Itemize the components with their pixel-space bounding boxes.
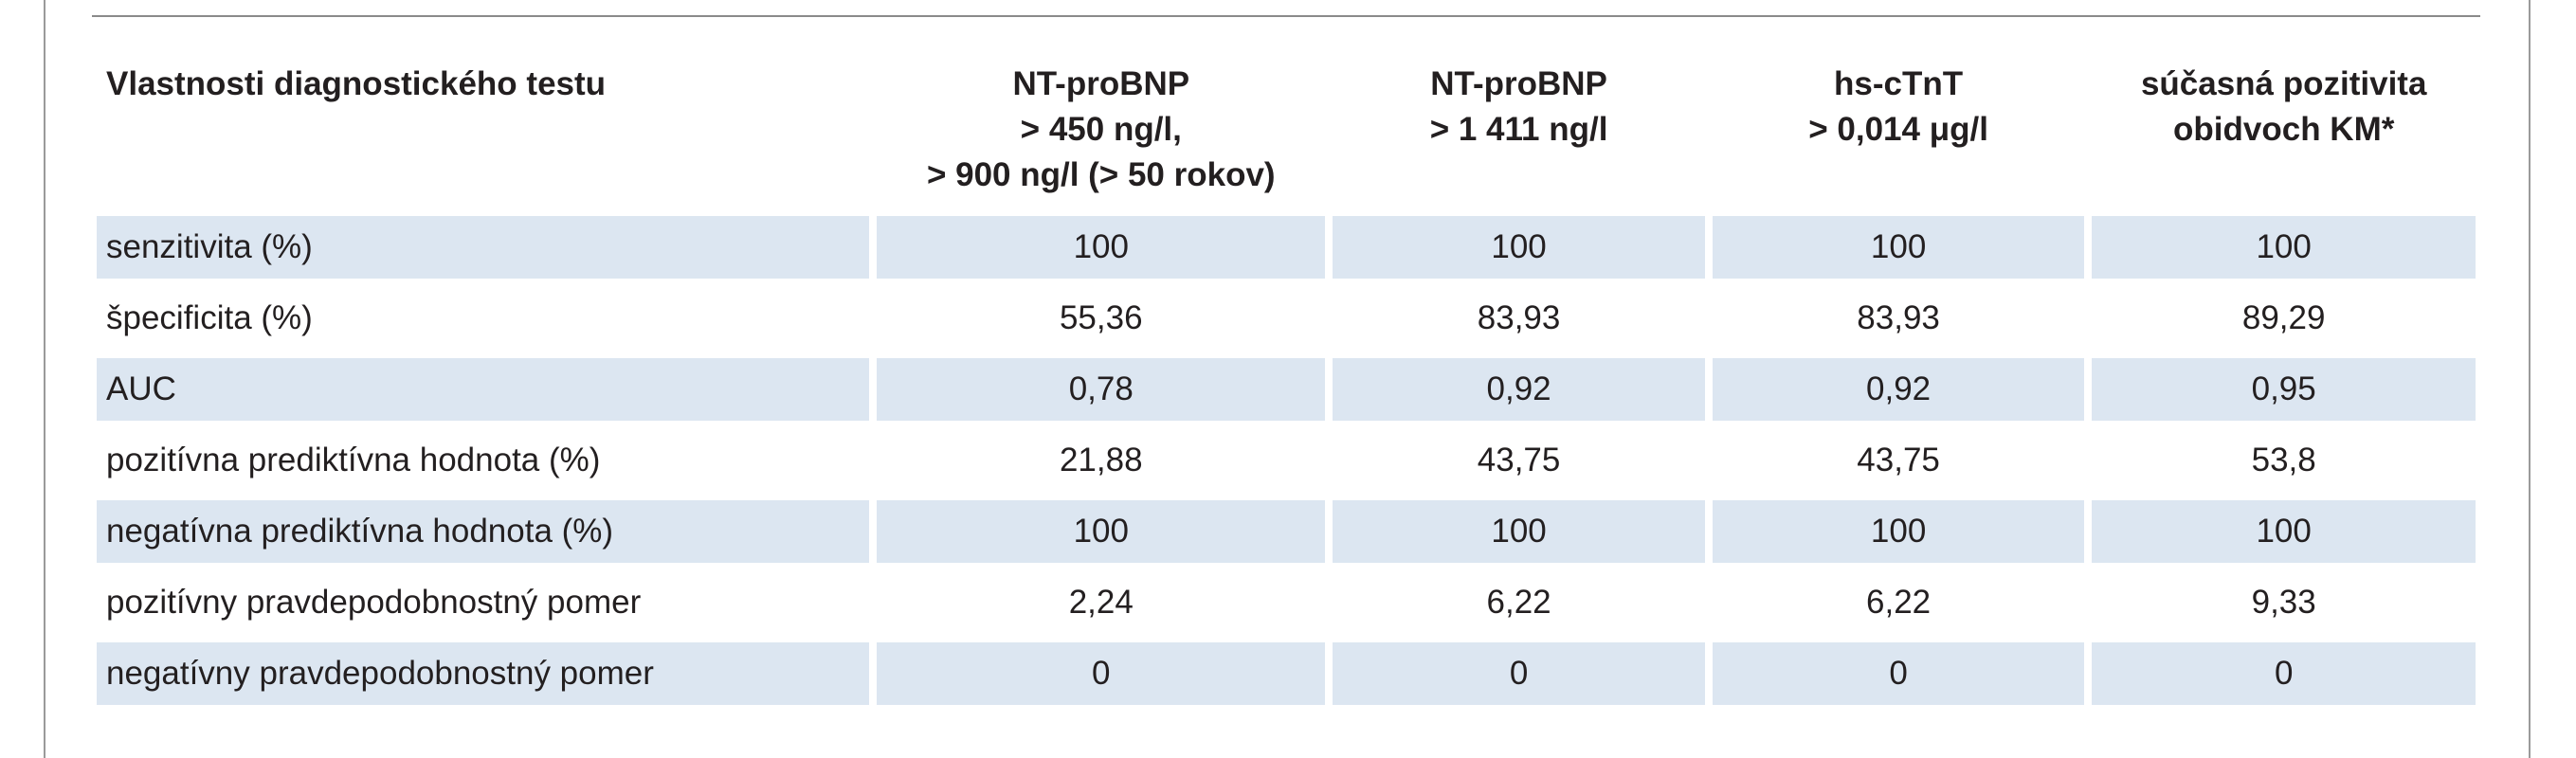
table-cell: 55,36 bbox=[877, 287, 1326, 350]
table-top-rule bbox=[92, 15, 2480, 17]
row-label: negatívna prediktívna hodnota (%) bbox=[97, 500, 870, 563]
table-cell: 0,92 bbox=[1712, 358, 2085, 421]
table-cell: 100 bbox=[1712, 216, 2085, 279]
table-cell: 9,33 bbox=[2092, 571, 2476, 634]
row-label: senzitivita (%) bbox=[97, 216, 870, 279]
table-cell: 0 bbox=[877, 642, 1326, 705]
table-cell: 6,22 bbox=[1333, 571, 1705, 634]
table-cell: 83,93 bbox=[1333, 287, 1705, 350]
table-row: negatívny pravdepodobnostný pomer 0 0 0 … bbox=[97, 642, 2476, 705]
table-cell: 2,24 bbox=[877, 571, 1326, 634]
table-cell: 100 bbox=[2092, 216, 2476, 279]
table-cell: 0 bbox=[1333, 642, 1705, 705]
table-cell: 100 bbox=[1712, 500, 2085, 563]
table-row: negatívna prediktívna hodnota (%) 100 10… bbox=[97, 500, 2476, 563]
table-cell: 21,88 bbox=[877, 429, 1326, 492]
table-cell: 43,75 bbox=[1712, 429, 2085, 492]
header-cell-hs-ctnt: hs-cTnT > 0,014 μg/l bbox=[1808, 65, 1988, 148]
table-cell: 0,95 bbox=[2092, 358, 2476, 421]
header-row: Vlastnosti diagnostického testu NT-proBN… bbox=[97, 56, 2476, 208]
table-cell: 6,22 bbox=[1712, 571, 2085, 634]
table-row: AUC 0,78 0,92 0,92 0,95 bbox=[97, 358, 2476, 421]
row-label: pozitívna prediktívna hodnota (%) bbox=[97, 429, 870, 492]
table-cell: 0,92 bbox=[1333, 358, 1705, 421]
table-row: pozitívny pravdepodobnostný pomer 2,24 6… bbox=[97, 571, 2476, 634]
header-cell-ntprobnp-1411: NT-proBNP > 1 411 ng/l bbox=[1429, 65, 1608, 148]
table-cell: 0,78 bbox=[877, 358, 1326, 421]
header-cell-ntprobnp-450: NT-proBNP > 450 ng/l, > 900 ng/l (> 50 r… bbox=[926, 65, 1276, 193]
table-row: senzitivita (%) 100 100 100 100 bbox=[97, 216, 2476, 279]
table-cell: 100 bbox=[877, 500, 1326, 563]
right-border-line bbox=[2529, 0, 2531, 758]
header-cell-property: Vlastnosti diagnostického testu bbox=[106, 65, 607, 102]
table-cell: 100 bbox=[2092, 500, 2476, 563]
table-cell: 100 bbox=[877, 216, 1326, 279]
diagnostic-test-table: Vlastnosti diagnostického testu NT-proBN… bbox=[89, 47, 2483, 713]
left-border-line bbox=[44, 0, 45, 758]
table-cell: 53,8 bbox=[2092, 429, 2476, 492]
header-cell-combined-positivity: súčasná pozitivita obidvoch KM* bbox=[2140, 65, 2427, 148]
row-label: AUC bbox=[97, 358, 870, 421]
row-label: pozitívny pravdepodobnostný pomer bbox=[97, 571, 870, 634]
table-row: pozitívna prediktívna hodnota (%) 21,88 … bbox=[97, 429, 2476, 492]
row-label: špecificita (%) bbox=[97, 287, 870, 350]
table-cell: 83,93 bbox=[1712, 287, 2085, 350]
table-cell: 89,29 bbox=[2092, 287, 2476, 350]
table-row: špecificita (%) 55,36 83,93 83,93 89,29 bbox=[97, 287, 2476, 350]
table-cell: 43,75 bbox=[1333, 429, 1705, 492]
table-cell: 100 bbox=[1333, 216, 1705, 279]
row-label: negatívny pravdepodobnostný pomer bbox=[97, 642, 870, 705]
table-cell: 100 bbox=[1333, 500, 1705, 563]
table-cell: 0 bbox=[1712, 642, 2085, 705]
table-cell: 0 bbox=[2092, 642, 2476, 705]
